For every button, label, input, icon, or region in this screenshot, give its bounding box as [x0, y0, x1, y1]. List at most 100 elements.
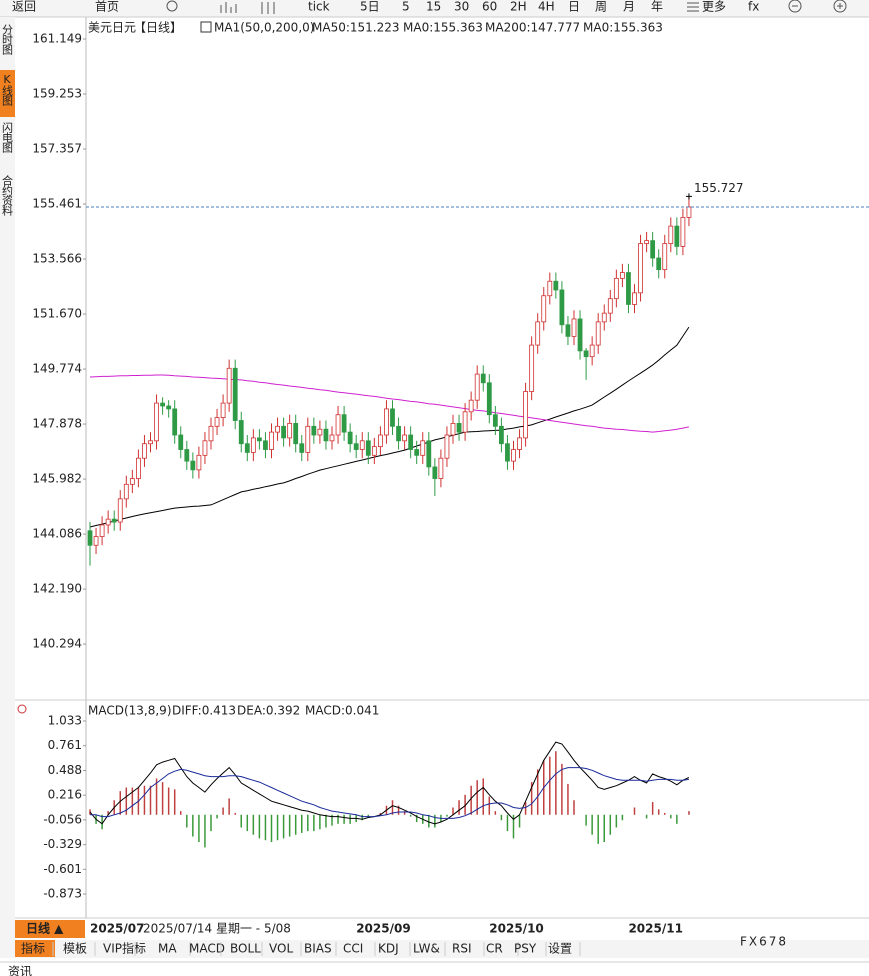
- high-label: 155.727: [694, 181, 744, 195]
- y-tick-label: 1.033: [48, 713, 82, 727]
- bottom-tab[interactable]: MA: [158, 942, 177, 956]
- candle-body: [674, 225, 680, 247]
- series-line: [89, 741, 690, 825]
- candle-body: [172, 408, 178, 436]
- chart-title: MACD(13,8,9): [88, 704, 172, 718]
- bottom-tab[interactable]: 设置: [548, 942, 572, 956]
- side-tab[interactable]: 分时图: [1, 24, 14, 56]
- y-tick-label: 159.253: [32, 87, 82, 101]
- toolbar-button[interactable]: 4H: [538, 0, 555, 14]
- y-tick-label: -0.329: [43, 837, 82, 851]
- y-tick-label: -0.056: [43, 812, 82, 826]
- toolbar-button[interactable]: 日: [568, 0, 580, 14]
- bottom-tab[interactable]: CCI: [343, 942, 363, 956]
- toolbar-button[interactable]: tick: [308, 0, 330, 14]
- candle-body: [123, 483, 129, 500]
- candle-body: [323, 428, 329, 442]
- side-tab[interactable]: 合约资料: [1, 174, 14, 217]
- y-tick-label: 151.670: [32, 307, 82, 321]
- toolbar-button[interactable]: 更多: [702, 0, 726, 14]
- candle-body: [529, 344, 535, 392]
- bottom-tab[interactable]: CR: [486, 942, 503, 956]
- indicator-name: MA1(50,0,200,0): [214, 21, 314, 35]
- period-label[interactable]: 日线 ▲: [26, 921, 64, 936]
- chart-title: 美元日元: [88, 21, 136, 35]
- toolbar-button[interactable]: 2H: [510, 0, 527, 14]
- candle-body: [329, 434, 335, 442]
- candle-body: [263, 440, 268, 450]
- y-tick-label: -0.601: [43, 862, 82, 876]
- y-tick-label: 140.294: [32, 637, 82, 651]
- toolbar-button[interactable]: 15: [426, 0, 441, 14]
- candle-body: [281, 425, 287, 439]
- candle-body: [547, 280, 553, 297]
- toolbar-button[interactable]: 5日: [360, 0, 380, 14]
- bottom-tab[interactable]: VIP指标: [103, 941, 146, 956]
- candle-body: [293, 423, 299, 445]
- y-tick-label: 144.086: [32, 527, 82, 541]
- y-tick-label: 161.149: [32, 32, 82, 46]
- candle-body: [571, 318, 577, 337]
- candle-body: [232, 367, 238, 421]
- candle-body: [384, 408, 389, 436]
- toolbar-button[interactable]: 5: [402, 0, 410, 14]
- candle-body: [305, 425, 311, 453]
- toolbar-button[interactable]: 周: [595, 0, 607, 14]
- candle-body: [166, 405, 172, 410]
- indicator-icon[interactable]: [17, 704, 27, 714]
- side-tab[interactable]: 闪电图: [1, 121, 14, 154]
- candle-body: [214, 417, 220, 427]
- toolbar-button[interactable]: fx: [748, 0, 759, 14]
- candle-body: [613, 277, 619, 300]
- candle-body: [377, 434, 383, 448]
- cursor-date: 2025/07/14 星期一 - 5/08: [143, 922, 291, 936]
- toolbar-button[interactable]: 30: [454, 0, 469, 14]
- candle-body: [541, 295, 547, 323]
- candle-body: [341, 414, 347, 433]
- candle-body: [287, 423, 293, 439]
- bottom-tab[interactable]: VOL: [269, 942, 293, 956]
- candle-body: [498, 425, 504, 445]
- candle-body: [589, 344, 595, 358]
- legend-entry: MA50:151.223: [312, 21, 400, 35]
- candle-body: [220, 402, 226, 419]
- toolbar-button[interactable]: 月: [623, 0, 635, 14]
- candle-body: [111, 518, 117, 523]
- toolbar-button[interactable]: 60: [482, 0, 497, 14]
- candle-body: [662, 243, 668, 271]
- y-tick-label: -0.873: [43, 887, 82, 901]
- candle-body: [184, 449, 190, 462]
- candle-body: [426, 440, 432, 468]
- candle-body: [680, 217, 686, 247]
- series-line: [89, 326, 690, 528]
- bottom-tab[interactable]: LW&: [413, 942, 440, 956]
- candle-body: [656, 257, 662, 271]
- legend-entry: MACD:0.041: [305, 704, 379, 718]
- bottom-tab[interactable]: 指标: [21, 941, 45, 956]
- bottom-tab[interactable]: KDJ: [378, 942, 399, 956]
- candle-body: [196, 454, 202, 471]
- candle-body: [238, 420, 244, 445]
- candle-body: [353, 443, 359, 450]
- candle-body: [117, 498, 123, 523]
- period-box[interactable]: [15, 920, 85, 938]
- candle-body: [390, 408, 395, 427]
- bottom-tab[interactable]: 模板: [63, 942, 87, 956]
- x-tick-label: 2025/07: [90, 922, 144, 936]
- toolbar-button[interactable]: 首页: [95, 0, 119, 14]
- side-tab[interactable]: K线图: [1, 73, 14, 107]
- bottom-tab[interactable]: BOLL: [230, 942, 261, 956]
- ma-icon[interactable]: [200, 21, 212, 33]
- side-tab-active: [0, 70, 15, 117]
- bottom-tab[interactable]: MACD: [189, 942, 225, 956]
- legend-entry: MA200:147.777: [485, 21, 580, 35]
- bottom-tab[interactable]: PSY: [514, 942, 537, 956]
- toolbar-button[interactable]: 年: [651, 0, 663, 14]
- candle-body: [93, 536, 99, 546]
- legend-entry: MA0:155.363: [403, 21, 483, 35]
- bottom-tab[interactable]: RSI: [452, 942, 472, 956]
- toolbar-button[interactable]: 返回: [12, 0, 36, 14]
- bottom-tab[interactable]: BIAS: [304, 942, 332, 956]
- candle-body: [275, 425, 280, 433]
- candle-body: [178, 434, 184, 450]
